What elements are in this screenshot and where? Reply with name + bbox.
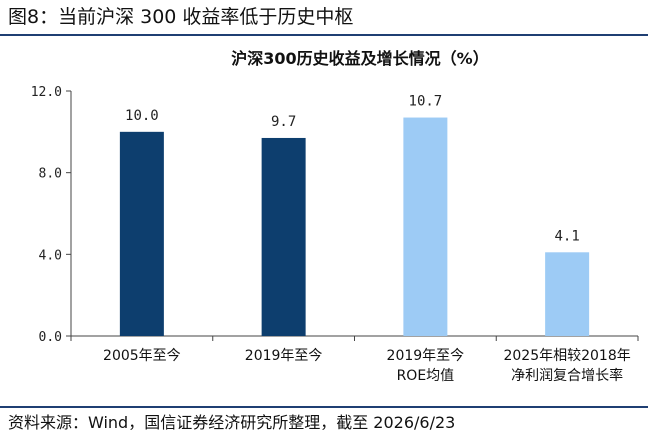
bar — [261, 137, 306, 336]
top-rule — [0, 34, 648, 36]
bar — [545, 252, 590, 336]
y-tick-label: 0.0 — [39, 330, 62, 345]
data-label: 10.0 — [125, 108, 159, 124]
x-tick-label: 2019年至今 — [245, 348, 323, 364]
y-tick-label: 8.0 — [39, 167, 62, 182]
y-tick-label: 4.0 — [39, 248, 62, 263]
bar-chart: 沪深300历史收益及增长情况（%） 0.0 4.0 8.0 12.0 10.0 2005年… — [31, 49, 639, 384]
bottom-rule — [0, 406, 648, 408]
x-tick-label: 2019年至今 — [387, 348, 465, 364]
x-tick-label: 2025年相较2018年 — [503, 348, 630, 364]
x-tick-label: 2005年至今 — [103, 348, 181, 364]
bar — [403, 117, 448, 337]
data-label: 10.7 — [409, 94, 443, 110]
data-label: 4.1 — [554, 228, 579, 244]
data-label: 9.7 — [271, 114, 296, 130]
figure-title: 图8：当前沪深 300 收益率低于历史中枢 — [8, 6, 354, 28]
y-tick-label: 12.0 — [31, 85, 62, 100]
chart-title: 沪深300历史收益及增长情况（%） — [231, 49, 488, 68]
x-tick-label: 净利润复合增长率 — [511, 367, 623, 384]
bar — [119, 131, 164, 336]
x-tick-label: ROE均值 — [397, 368, 455, 384]
source-note: 资料来源：Wind，国信证券经济研究所整理，截至 2026/6/23 — [8, 413, 456, 432]
